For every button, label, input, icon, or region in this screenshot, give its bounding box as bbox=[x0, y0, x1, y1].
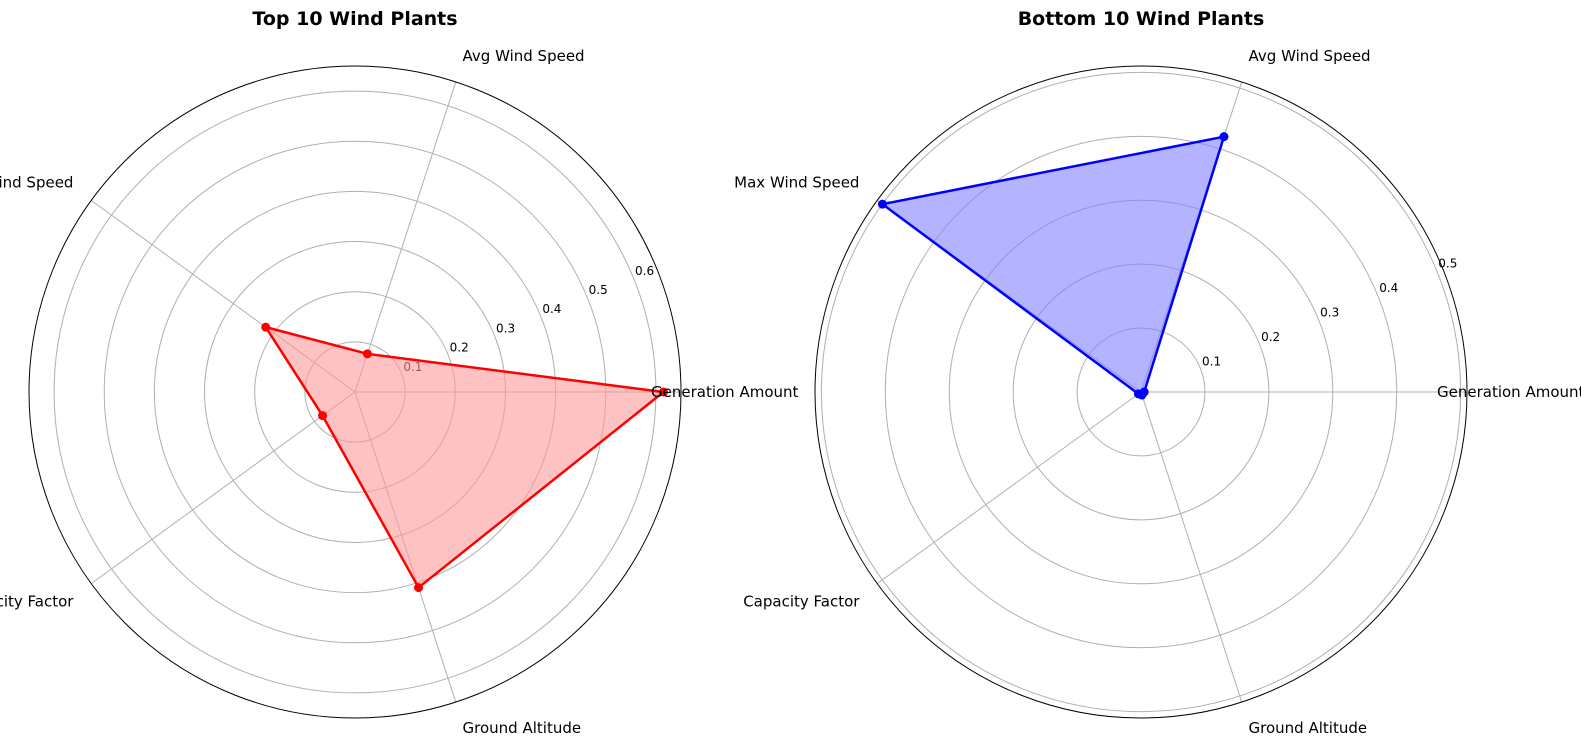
chart-title: Top 10 Wind Plants bbox=[252, 8, 457, 30]
category-label-avg-wind-speed: Avg Wind Speed bbox=[1249, 47, 1371, 65]
data-point-ground-altitude bbox=[1137, 390, 1147, 400]
spoke-line bbox=[354, 81, 457, 393]
series-area bbox=[265, 327, 664, 588]
category-label-ground-altitude: Ground Altitude bbox=[463, 719, 582, 737]
r-tick-label: 0.1 bbox=[1202, 355, 1221, 369]
data-point-avg-wind-speed bbox=[1219, 132, 1229, 142]
category-label-max-wind-speed: Max Wind Speed bbox=[734, 173, 859, 191]
chart-title: Bottom 10 Wind Plants bbox=[1018, 8, 1265, 30]
polar-frame bbox=[28, 65, 682, 719]
r-tick-label: 0.2 bbox=[1261, 330, 1280, 344]
data-point-max-wind-speed bbox=[877, 199, 887, 209]
data-point-max-wind-speed bbox=[261, 322, 271, 332]
bottom-radar-chart: Bottom 10 Wind Plants 0.1 0.2 0.3 0.4 0.5 Gene… bbox=[734, 8, 1581, 737]
data-point-generation-amount bbox=[658, 387, 668, 397]
r-tick-label: 0.4 bbox=[1379, 281, 1398, 295]
r-tick-label: 0.5 bbox=[1438, 257, 1457, 271]
category-label-capacity-factor: Capacity Factor bbox=[743, 593, 860, 611]
category-label-capacity-factor: Capacity Factor bbox=[0, 593, 74, 611]
series-line bbox=[264, 325, 665, 589]
polar-frame bbox=[814, 65, 1468, 719]
r-tick-label: 0.4 bbox=[542, 302, 561, 316]
category-label-generation-amount: Generation Amount bbox=[1437, 383, 1581, 401]
top-radar-chart: Top 10 Wind Plants0.10.20.30.40.50.6Gene… bbox=[0, 8, 799, 737]
category-label-ground-altitude: Ground Altitude bbox=[1249, 719, 1368, 737]
r-tick-label: 0.3 bbox=[496, 321, 515, 335]
series-area bbox=[882, 136, 1224, 396]
r-tick-label: 0.2 bbox=[450, 341, 469, 355]
r-tick-label: 0.5 bbox=[589, 283, 608, 297]
spoke-line bbox=[876, 391, 1142, 585]
category-label-avg-wind-speed: Avg Wind Speed bbox=[463, 47, 585, 65]
category-label-generation-amount: Generation Amount bbox=[651, 383, 799, 401]
r-tick-label: 0.3 bbox=[1320, 306, 1339, 320]
data-point-avg-wind-speed bbox=[362, 349, 372, 359]
spoke-line bbox=[90, 391, 356, 585]
data-point-capacity-factor bbox=[318, 411, 328, 421]
data-point-ground-altitude bbox=[414, 583, 424, 593]
category-label-max-wind-speed: Max Wind Speed bbox=[0, 173, 73, 191]
spoke-line bbox=[1140, 391, 1243, 703]
r-tick-label: 0.6 bbox=[635, 264, 654, 278]
